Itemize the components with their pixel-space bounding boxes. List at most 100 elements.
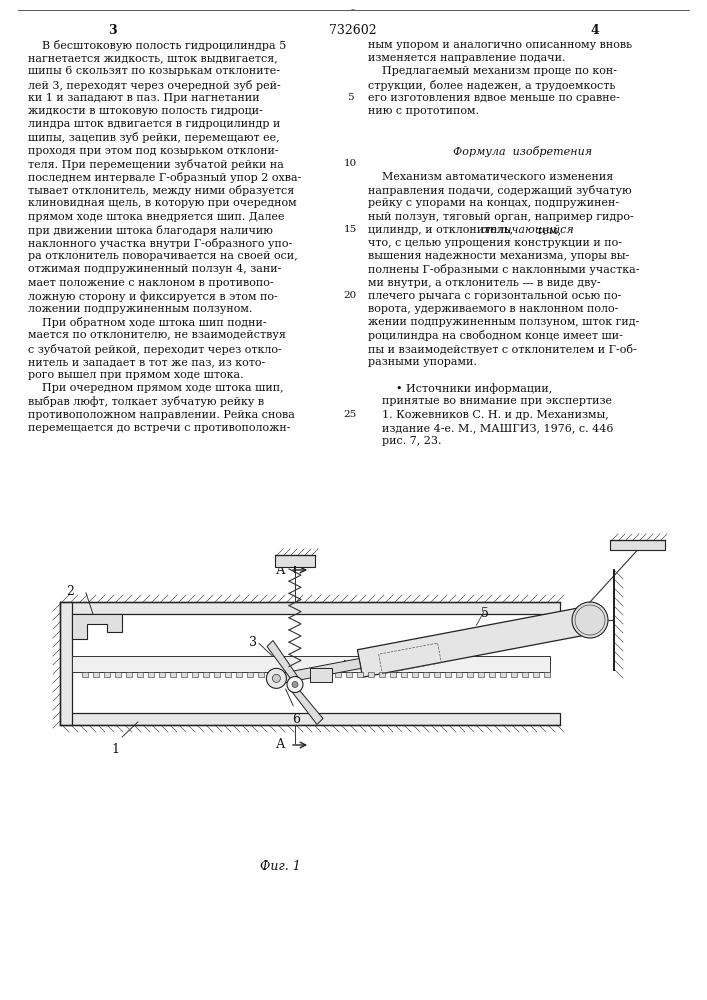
Polygon shape xyxy=(291,688,323,724)
Text: нагнетается жидкость, шток выдвигается,: нагнетается жидкость, шток выдвигается, xyxy=(28,53,278,63)
Text: шипы 6 скользят по козырькам отклоните-: шипы 6 скользят по козырькам отклоните- xyxy=(28,66,280,76)
Text: жидкости в штоковую полость гидроци-: жидкости в штоковую полость гидроци- xyxy=(28,106,263,116)
Text: ложении подпружиненным ползуном.: ложении подпружиненным ползуном. xyxy=(28,304,252,314)
Bar xyxy=(324,672,330,676)
Text: теля. При перемещении зубчатой рейки на: теля. При перемещении зубчатой рейки на xyxy=(28,159,284,170)
Bar xyxy=(544,672,550,676)
Text: тем,: тем, xyxy=(532,225,561,235)
Bar xyxy=(445,672,451,676)
Bar xyxy=(280,672,286,676)
Text: полнены Г-образными с наклонными участка-: полнены Г-образными с наклонными участка… xyxy=(368,264,640,275)
Text: 5: 5 xyxy=(481,607,489,620)
Text: рейку с упорами на концах, подпружинен-: рейку с упорами на концах, подпружинен- xyxy=(368,198,619,208)
Bar xyxy=(214,672,220,676)
Bar xyxy=(357,672,363,676)
Text: 1: 1 xyxy=(111,743,119,756)
Bar xyxy=(478,672,484,676)
Text: прямом ходе штока внедряется шип. Далее: прямом ходе штока внедряется шип. Далее xyxy=(28,212,284,222)
Bar xyxy=(203,672,209,676)
Text: отжимая подпружиненный ползун 4, зани-: отжимая подпружиненный ползун 4, зани- xyxy=(28,264,281,274)
Text: лей 3, переходят через очередной зуб рей-: лей 3, переходят через очередной зуб рей… xyxy=(28,80,281,91)
Bar xyxy=(192,672,198,676)
Bar xyxy=(115,672,121,676)
Bar xyxy=(368,672,374,676)
Bar xyxy=(302,672,308,676)
Text: 4: 4 xyxy=(340,660,348,674)
Text: наклонного участка внутри Г-образного упо-: наклонного участка внутри Г-образного уп… xyxy=(28,238,292,249)
Bar xyxy=(335,672,341,676)
Text: 6: 6 xyxy=(293,713,300,726)
Text: 10: 10 xyxy=(344,159,356,168)
Text: 20: 20 xyxy=(344,291,356,300)
Text: шипы, зацепив зуб рейки, перемещают ее,: шипы, зацепив зуб рейки, перемещают ее, xyxy=(28,132,280,143)
Circle shape xyxy=(292,682,298,688)
Text: 25: 25 xyxy=(344,410,356,419)
Text: 3: 3 xyxy=(107,24,117,37)
Text: ворота, удерживаемого в наклонном поло-: ворота, удерживаемого в наклонном поло- xyxy=(368,304,619,314)
Text: издание 4-е. М., МАШГИЗ, 1976, с. 446: издание 4-е. М., МАШГИЗ, 1976, с. 446 xyxy=(368,423,614,433)
Text: струкции, более надежен, а трудоемкость: струкции, более надежен, а трудоемкость xyxy=(368,80,615,91)
Text: противоположном направлении. Рейка снова: противоположном направлении. Рейка снова xyxy=(28,410,295,420)
Bar xyxy=(467,672,473,676)
Text: выбрав люфт, толкает зубчатую рейку в: выбрав люфт, толкает зубчатую рейку в xyxy=(28,396,264,407)
Text: 1. Кожевников С. Н. и др. Механизмы,: 1. Кожевников С. Н. и др. Механизмы, xyxy=(368,410,609,420)
Text: Механизм автоматического изменения: Механизм автоматического изменения xyxy=(368,172,613,182)
Text: последнем интервале Г-образный упор 2 охва-: последнем интервале Г-образный упор 2 ох… xyxy=(28,172,301,183)
Text: мает положение с наклоном в противопо-: мает положение с наклоном в противопо- xyxy=(28,278,274,288)
Bar xyxy=(423,672,429,676)
Bar xyxy=(269,672,275,676)
Text: нитель и западает в тот же паз, из кото-: нитель и западает в тот же паз, из кото- xyxy=(28,357,265,367)
Text: перемещается до встречи с противоположн-: перемещается до встречи с противоположн- xyxy=(28,423,291,433)
Bar xyxy=(313,672,319,676)
Text: 3: 3 xyxy=(249,637,257,650)
Text: А: А xyxy=(276,564,285,576)
Polygon shape xyxy=(281,659,361,683)
Bar xyxy=(159,672,165,676)
Text: ра отклонитель поворачивается на своей оси,: ра отклонитель поворачивается на своей о… xyxy=(28,251,298,261)
Bar xyxy=(258,672,264,676)
Circle shape xyxy=(572,602,608,638)
Text: принятые во внимание при экспертизе: принятые во внимание при экспертизе xyxy=(368,396,612,406)
Bar xyxy=(291,672,297,676)
Circle shape xyxy=(272,674,281,682)
Bar xyxy=(434,672,440,676)
Text: изменяется направление подачи.: изменяется направление подачи. xyxy=(368,53,566,63)
Text: ный ползун, тяговый орган, например гидро-: ный ползун, тяговый орган, например гидр… xyxy=(368,212,633,222)
Bar xyxy=(346,672,352,676)
Text: • Источники информации,: • Источники информации, xyxy=(368,383,552,394)
Text: рого вышел при прямом ходе штока.: рого вышел при прямом ходе штока. xyxy=(28,370,244,380)
Bar xyxy=(610,540,665,550)
Bar xyxy=(456,672,462,676)
Text: роцилиндра на свободном конце имеет ши-: роцилиндра на свободном конце имеет ши- xyxy=(368,330,623,341)
Bar xyxy=(126,672,132,676)
Bar xyxy=(390,672,396,676)
Text: 732602: 732602 xyxy=(329,24,377,37)
Polygon shape xyxy=(72,614,122,639)
Text: линдра шток вдвигается в гидроцилиндр и: линдра шток вдвигается в гидроцилиндр и xyxy=(28,119,281,129)
Text: ложную сторону и фиксируется в этом по-: ложную сторону и фиксируется в этом по- xyxy=(28,291,278,302)
Text: клиновидная щель, в которую при очередном: клиновидная щель, в которую при очередно… xyxy=(28,198,297,208)
Circle shape xyxy=(267,668,286,688)
Bar xyxy=(93,672,99,676)
Bar xyxy=(412,672,418,676)
Text: Формула  изобретения: Формула изобретения xyxy=(453,146,592,157)
Bar xyxy=(310,668,332,682)
Text: что, с целью упрощения конструкции и по-: что, с целью упрощения конструкции и по- xyxy=(368,238,622,248)
Text: вышения надежности механизма, упоры вы-: вышения надежности механизма, упоры вы- xyxy=(368,251,629,261)
Bar xyxy=(379,672,385,676)
Text: с зубчатой рейкой, переходит через откло-: с зубчатой рейкой, переходит через откло… xyxy=(28,344,282,355)
Bar xyxy=(511,672,517,676)
Bar xyxy=(275,555,315,567)
Bar xyxy=(60,713,560,725)
Text: при движении штока благодаря наличию: при движении штока благодаря наличию xyxy=(28,225,273,236)
Text: ным упором и аналогично описанному вновь: ным упором и аналогично описанному вновь xyxy=(368,40,632,50)
Bar xyxy=(104,672,110,676)
Text: А: А xyxy=(276,738,285,752)
Bar xyxy=(82,672,88,676)
Text: разными упорами.: разными упорами. xyxy=(368,357,477,367)
Bar xyxy=(522,672,528,676)
Bar xyxy=(401,672,407,676)
Text: Предлагаемый механизм проще по кон-: Предлагаемый механизм проще по кон- xyxy=(368,66,617,76)
Bar xyxy=(170,672,176,676)
Text: направления подачи, содержащий зубчатую: направления подачи, содержащий зубчатую xyxy=(368,185,631,196)
